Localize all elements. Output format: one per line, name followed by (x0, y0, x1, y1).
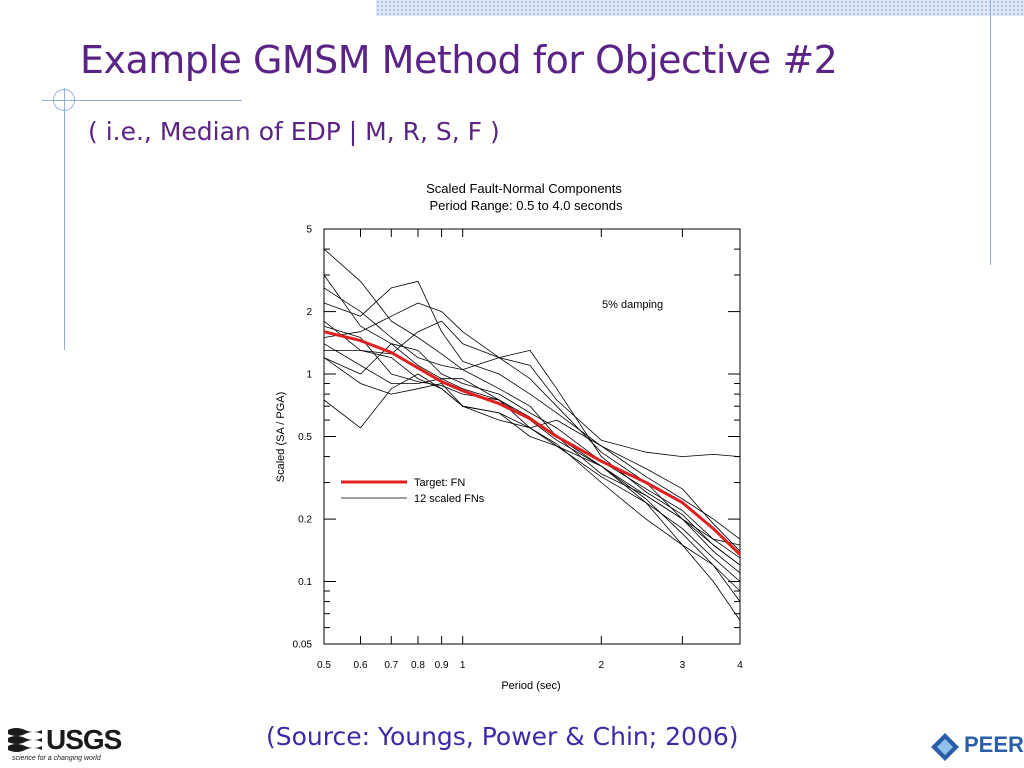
x-tick-label: 0.6 (354, 660, 368, 671)
usgs-tagline: science for a changing world (12, 755, 101, 762)
legend-scaled-label: 12 scaled FNs (414, 493, 485, 505)
usgs-logo-text: USGS (46, 724, 122, 755)
legend-target-label: Target: FN (414, 477, 465, 489)
y-tick-label: 5 (306, 225, 312, 236)
axis-tick-labels: 0.5 0.6 0.7 0.8 0.9 1 2 3 4 0.05 0.1 0.2 0.5 1 2 5 (293, 225, 744, 672)
scaled-series-line-3 (323, 280, 741, 540)
y-tick-label: 0.05 (293, 640, 313, 651)
peer-logo-text: PEER (964, 732, 1024, 757)
slide-subtitle: ( i.e., Median of EDP | M, R, S, F ) (88, 117, 500, 146)
x-tick-label: 0.9 (435, 660, 449, 671)
x-tick-label: 0.8 (411, 660, 425, 671)
slide-title: Example GMSM Method for Objective #2 (80, 38, 838, 82)
x-tick-label: 2 (599, 660, 605, 671)
scaled-series-line-6 (323, 302, 741, 574)
y-tick-label: 0.5 (298, 432, 312, 443)
decor-line-right (990, 0, 991, 265)
scaled-series-line-8 (324, 349, 741, 602)
scaled-series-line-12 (323, 287, 741, 566)
target-series-group (323, 330, 742, 556)
decor-line-horizontal (42, 100, 242, 101)
chart-title-line1: Scaled Fault-Normal Components (426, 181, 622, 196)
x-tick-label: 4 (737, 660, 743, 671)
y-axis-label: Scaled (SA / PGA) (275, 392, 287, 482)
peer-diamond-icon (931, 733, 959, 761)
decor-circle (53, 89, 75, 111)
peer-logo: PEER (930, 730, 1024, 764)
x-tick-label: 0.5 (317, 660, 331, 671)
scaled-series-line-5 (323, 325, 741, 546)
scaled-series-line-1 (323, 248, 741, 566)
x-tick-label: 3 (680, 660, 686, 671)
usgs-logo: USGS science for a changing world (8, 724, 122, 766)
target-series-line (323, 330, 742, 556)
legend: Target: FN 12 scaled FNs (341, 477, 485, 505)
scaled-series-line-11 (323, 357, 741, 621)
x-tick-label: 0.7 (384, 660, 398, 671)
axis-ticks (323, 228, 741, 645)
y-tick-label: 0.1 (298, 577, 312, 588)
y-tick-label: 1 (306, 370, 312, 381)
x-axis-label: Period (sec) (501, 680, 560, 692)
y-tick-label: 0.2 (298, 515, 312, 526)
scaled-series-line-9 (323, 343, 741, 559)
decor-line-left (64, 88, 65, 350)
source-citation: (Source: Youngs, Power & Chin; 2006) (266, 722, 739, 751)
damping-annotation: 5% damping (602, 299, 663, 311)
chart-title-line2: Period Range: 0.5 to 4.0 seconds (430, 198, 623, 213)
y-tick-label: 2 (306, 307, 312, 318)
scaled-series-line-10 (323, 373, 741, 552)
scaled-series-line-2 (323, 274, 741, 582)
x-tick-label: 1 (460, 660, 466, 671)
header-pattern (376, 0, 1024, 16)
usgs-wave-icon (8, 728, 42, 752)
plot-frame (323, 228, 741, 645)
scaled-series-line-4 (323, 320, 741, 458)
scaled-series-group (323, 248, 741, 621)
